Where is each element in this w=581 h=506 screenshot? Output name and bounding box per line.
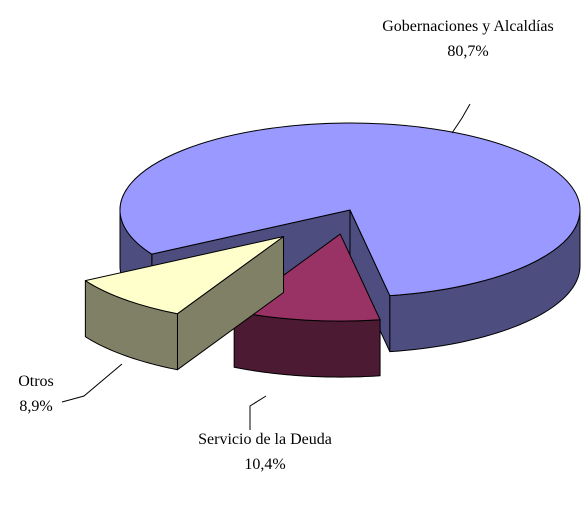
leader-line [451, 103, 471, 134]
slice-label: Gobernaciones y Alcaldías 80,7% [378, 14, 558, 64]
leader-line [61, 363, 123, 403]
value-label: 80,7% [447, 43, 489, 60]
category-label: Otros [18, 373, 54, 390]
value-label: 10,4% [244, 456, 286, 473]
slice-label: Otros 8,9% [0, 369, 72, 419]
value-label: 8,9% [19, 398, 53, 415]
category-label: Gobernaciones y Alcaldías [382, 18, 554, 35]
leader-line [249, 395, 267, 430]
category-label: Servicio de la Deuda [198, 431, 332, 448]
slice-top [119, 122, 581, 297]
slice-top [84, 236, 285, 315]
slice-label: Servicio de la Deuda 10,4% [180, 427, 350, 477]
slices [84, 122, 581, 378]
